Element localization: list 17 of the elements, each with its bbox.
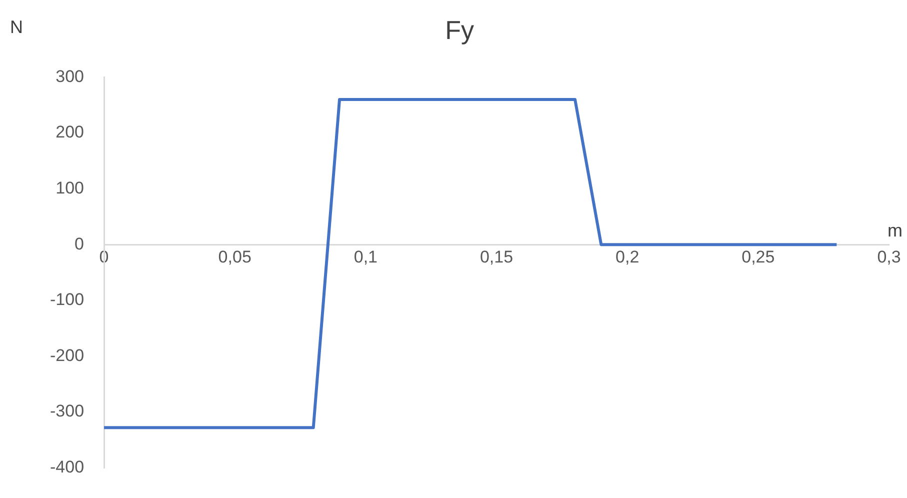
x-axis-title: m — [888, 220, 902, 241]
y-tick-label: 200 — [56, 122, 84, 142]
y-tick-label: 0 — [74, 234, 84, 254]
x-tick-label: 0,3 — [877, 247, 901, 266]
x-tick-label: 0,2 — [616, 247, 640, 266]
y-tick-label: -300 — [50, 402, 84, 421]
y-tick-label: -100 — [50, 290, 84, 310]
x-tick-label: 0,1 — [354, 247, 378, 266]
y-tick-label: 100 — [56, 178, 84, 198]
y-tick-label: 300 — [56, 66, 84, 86]
x-tick-label: 0,15 — [480, 247, 514, 266]
chart-title: Fy — [445, 14, 474, 45]
y-tick-label: -400 — [50, 457, 84, 476]
x-tick-label: 0,05 — [218, 247, 252, 266]
x-tick-label: 0,25 — [742, 247, 775, 266]
y-tick-label: -200 — [50, 346, 84, 365]
y-axis-title: N — [10, 16, 23, 37]
